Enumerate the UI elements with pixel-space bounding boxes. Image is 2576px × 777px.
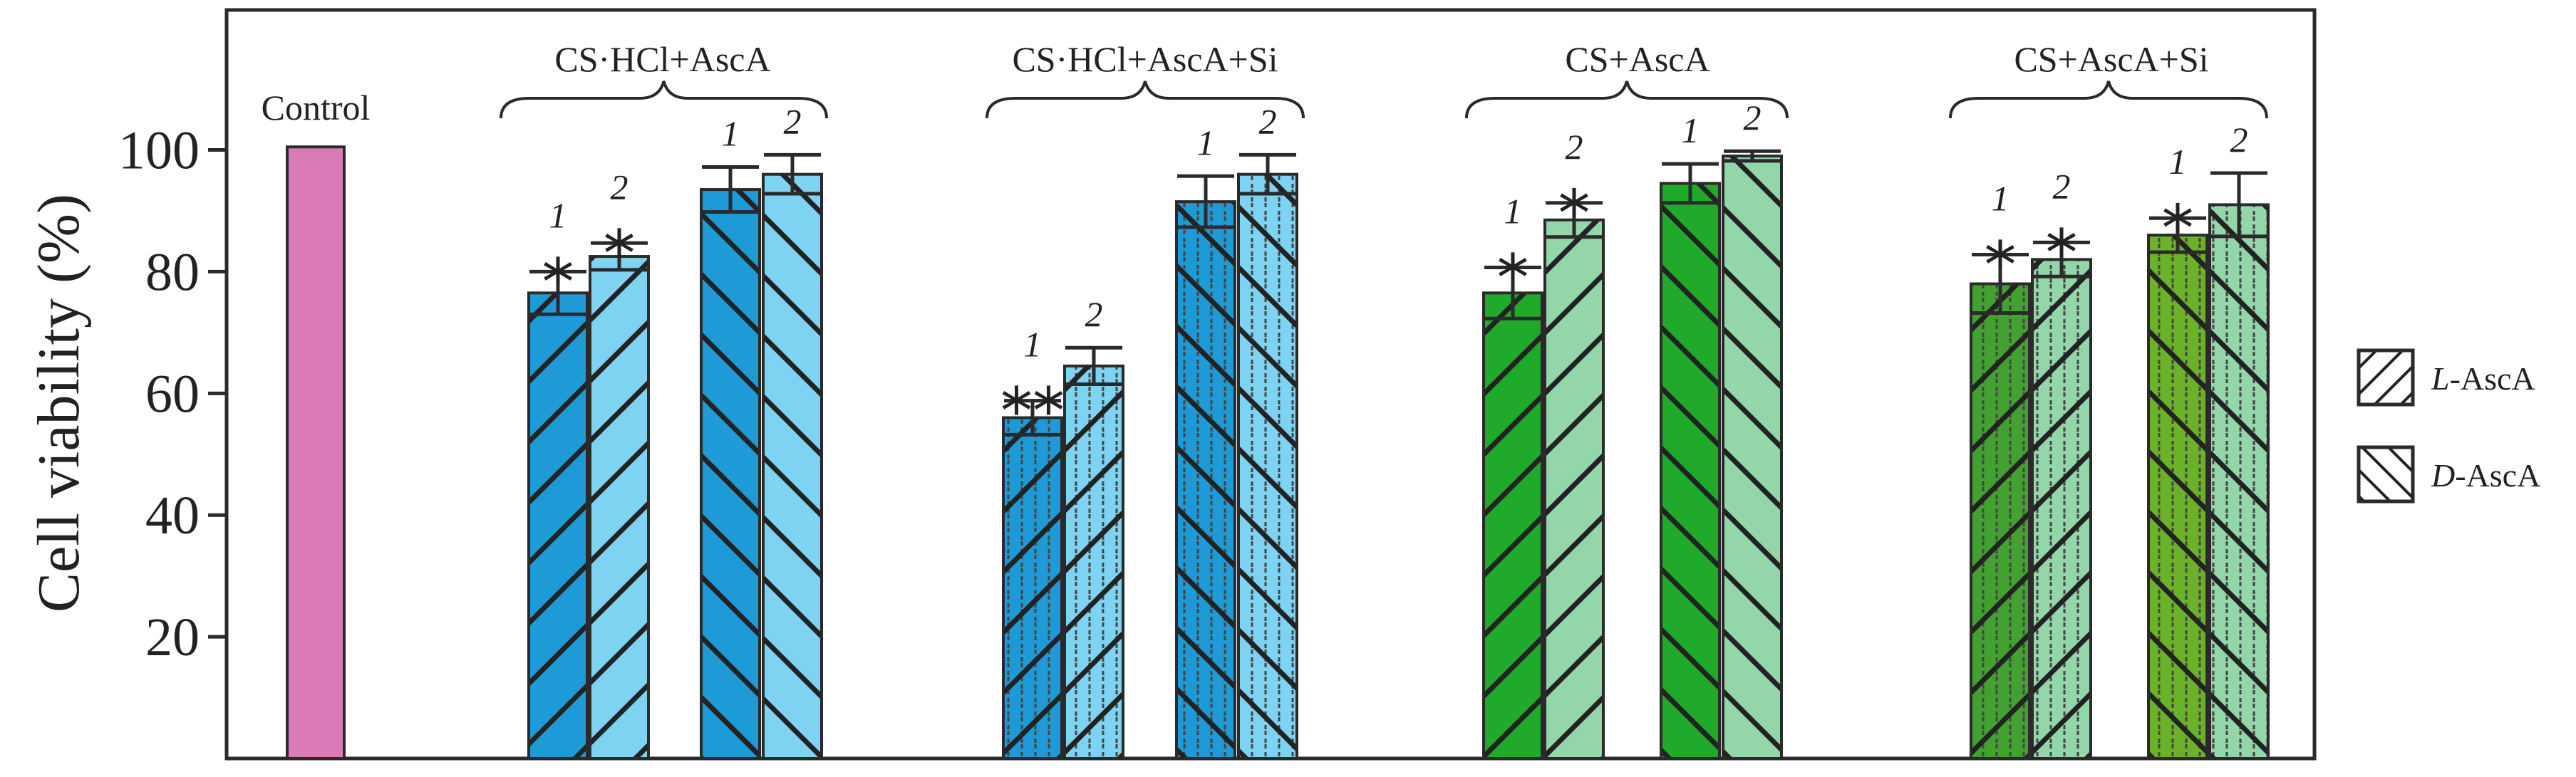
- bar-number-label: 1: [1682, 110, 1700, 150]
- legend-prefix: L: [2431, 360, 2450, 397]
- significance-marker: *: [604, 217, 636, 291]
- legend-prefix: D: [2431, 457, 2455, 494]
- legend-item: D-AscA: [2357, 445, 2540, 504]
- bar-hatch: [1661, 183, 1719, 758]
- group-brace: [1949, 80, 2268, 119]
- bar-group: CS·HCl+AscA+Si ** 1 2 1 2: [986, 39, 1305, 761]
- bar-hatch: [763, 174, 822, 758]
- legend-swatch-outline: [2357, 445, 2415, 504]
- bar-hatch: [1176, 202, 1235, 758]
- bar-group: CS+AscA * 1 * 2 1 2: [1465, 39, 1789, 761]
- bar-groups: CS·HCl+AscA*1*21 2CS·HCl+AscA+Si**1212CS+…: [500, 39, 2270, 761]
- bar-number-label: 1: [549, 195, 567, 235]
- y-tick-label: 80: [145, 242, 200, 302]
- legend-swatch: [2359, 447, 2413, 501]
- bar-hatch: [1723, 156, 1781, 758]
- group-brace: [500, 80, 828, 119]
- y-tick-label: 40: [145, 486, 200, 546]
- bar-number-label: 2: [611, 167, 629, 207]
- y-tick-label: 60: [145, 364, 200, 424]
- significance-marker: *: [2046, 216, 2078, 291]
- legend-swatch-outline: [2357, 348, 2415, 407]
- bar-hatch: [1065, 365, 1123, 758]
- bar-number-label: 2: [1085, 294, 1103, 334]
- bar-number-label: 2: [784, 101, 802, 141]
- bar-hatch: [1238, 174, 1297, 758]
- y-tick-label: 100: [118, 121, 200, 181]
- bar-hatch: [2032, 259, 2091, 758]
- significance-marker: *: [1985, 228, 2017, 303]
- y-axis-label: Cell viability (%): [26, 194, 92, 612]
- legend-label: D-AscA: [2431, 457, 2540, 494]
- bar-number-label: 2: [1566, 127, 1583, 167]
- legend-item: L-AscA: [2357, 348, 2535, 407]
- bar-hatch: [2148, 235, 2207, 758]
- bar-number-label: 1: [1024, 325, 1042, 365]
- bar-number-label: 1: [722, 113, 740, 153]
- bar-hatch: [590, 256, 648, 758]
- group-title: CS+AscA+Si: [2014, 39, 2208, 79]
- group-title: CS·HCl+AscA+Si: [1012, 39, 1278, 79]
- bar-number-label: 1: [2169, 142, 2187, 182]
- bar-group: CS+AscA+Si * 1 * 2 * 1 2: [1949, 39, 2270, 761]
- legend-label: L-AscA: [2431, 360, 2535, 397]
- significance-marker: *: [2162, 192, 2194, 266]
- bar-hatch: [529, 293, 587, 759]
- bar-hatch: [1971, 283, 2029, 758]
- significance-marker: *: [1497, 241, 1529, 316]
- bar-number-label: 1: [1992, 178, 2009, 218]
- significance-marker: **: [1000, 375, 1065, 449]
- bar-hatch: [2210, 204, 2268, 758]
- control-bar: [286, 145, 346, 760]
- bar-number-label: 1: [1504, 191, 1522, 231]
- control-bar-group: Control: [262, 88, 371, 760]
- y-axis-ticks: 20 40 60 80 100: [118, 121, 227, 667]
- bar-hatch: [1484, 293, 1542, 759]
- group-brace: [986, 80, 1305, 119]
- legend-swatch: [2359, 350, 2413, 405]
- bar-number-label: 2: [2053, 166, 2071, 206]
- bar-group: CS·HCl+AscA * 1 * 2 1 2: [500, 39, 828, 760]
- bar-hatch: [1545, 219, 1603, 758]
- bar-hatch: [701, 189, 760, 758]
- bar-number-label: 1: [1197, 122, 1215, 162]
- bar-number-label: 2: [1744, 98, 1762, 137]
- group-title: CS+AscA: [1565, 39, 1709, 79]
- significance-marker: *: [542, 245, 574, 320]
- legend-suffix: -AscA: [2450, 360, 2535, 397]
- bar-hatch: [1003, 417, 1062, 758]
- control-label: Control: [262, 88, 371, 127]
- bar-number-label: 2: [1259, 101, 1277, 141]
- group-brace: [1465, 80, 1789, 119]
- significance-marker: *: [1558, 177, 1590, 251]
- legend-suffix: -AscA: [2455, 457, 2540, 494]
- bar-number-label: 2: [2230, 120, 2248, 160]
- group-title: CS·HCl+AscA: [554, 39, 770, 79]
- y-tick-label: 20: [145, 607, 200, 667]
